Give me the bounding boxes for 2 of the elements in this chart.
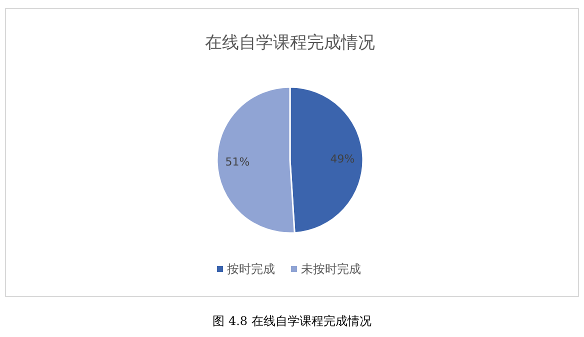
- legend-label: 按时完成: [227, 262, 275, 276]
- title: 在线自学课程完成情况: [205, 33, 375, 53]
